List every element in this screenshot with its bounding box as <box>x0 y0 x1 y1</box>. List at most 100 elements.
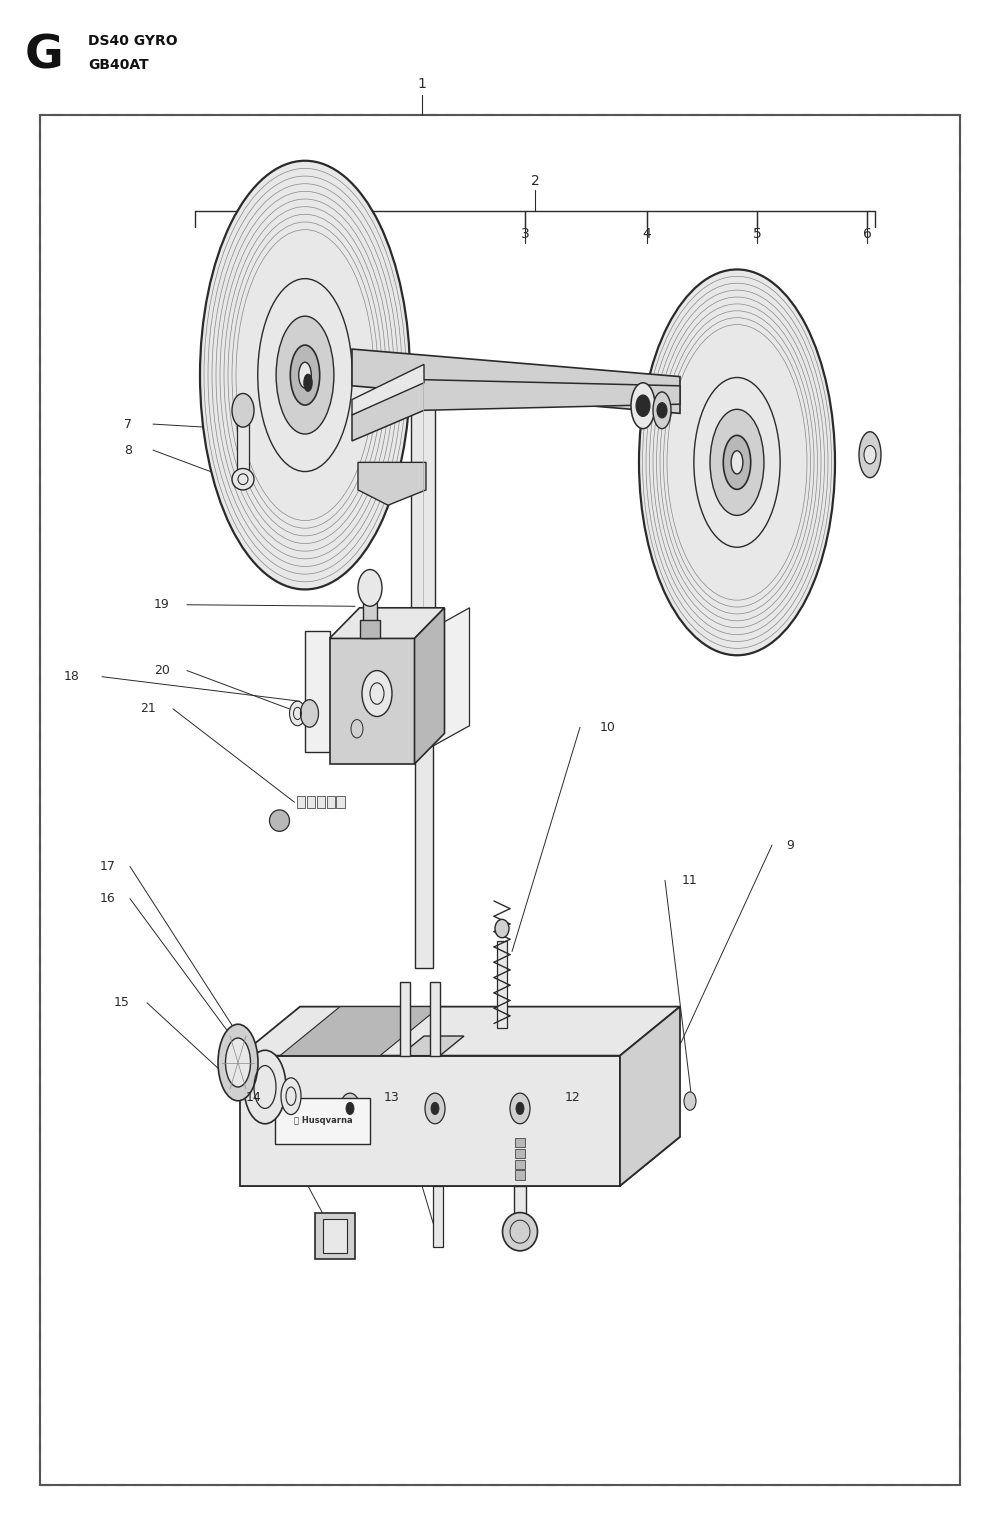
Polygon shape <box>352 349 680 413</box>
Polygon shape <box>336 796 344 808</box>
Polygon shape <box>363 599 377 638</box>
Polygon shape <box>515 1139 525 1148</box>
Circle shape <box>431 1102 439 1115</box>
Ellipse shape <box>281 1078 301 1115</box>
Polygon shape <box>430 983 440 1056</box>
Polygon shape <box>306 796 314 808</box>
Ellipse shape <box>653 392 671 429</box>
Polygon shape <box>330 608 444 638</box>
Ellipse shape <box>694 378 780 547</box>
Ellipse shape <box>495 919 509 937</box>
Ellipse shape <box>731 450 743 475</box>
Polygon shape <box>515 1148 525 1157</box>
Text: 14: 14 <box>246 1092 262 1104</box>
Text: 21: 21 <box>140 703 156 715</box>
Polygon shape <box>240 1007 680 1056</box>
Ellipse shape <box>276 315 334 435</box>
Text: 12: 12 <box>565 1092 581 1104</box>
Circle shape <box>516 1102 524 1115</box>
Polygon shape <box>415 608 470 756</box>
Ellipse shape <box>684 1092 696 1110</box>
Bar <box>275 1098 370 1144</box>
Bar <box>323 1219 347 1252</box>
Ellipse shape <box>258 279 352 472</box>
Circle shape <box>636 395 650 416</box>
Polygon shape <box>237 421 249 472</box>
Text: 10: 10 <box>600 721 616 733</box>
Text: G: G <box>25 34 64 78</box>
Polygon shape <box>352 364 424 415</box>
Polygon shape <box>411 380 435 646</box>
Text: 13: 13 <box>384 1092 400 1104</box>
Text: 17: 17 <box>100 860 116 873</box>
Ellipse shape <box>362 671 392 717</box>
Polygon shape <box>296 796 304 808</box>
Polygon shape <box>304 631 330 752</box>
Ellipse shape <box>631 383 655 429</box>
Circle shape <box>358 570 382 606</box>
Polygon shape <box>358 462 426 505</box>
Polygon shape <box>352 380 680 441</box>
Text: 8: 8 <box>124 444 132 456</box>
Text: 11: 11 <box>682 874 698 886</box>
Polygon shape <box>620 1007 680 1185</box>
Text: GB40AT: GB40AT <box>88 58 149 72</box>
Text: 19: 19 <box>154 599 170 611</box>
Ellipse shape <box>710 409 764 516</box>
Bar <box>40 115 960 1485</box>
Polygon shape <box>515 1160 525 1170</box>
Ellipse shape <box>226 1038 250 1087</box>
Polygon shape <box>280 1007 440 1056</box>
Ellipse shape <box>723 435 751 490</box>
Polygon shape <box>497 940 507 1029</box>
Ellipse shape <box>299 363 311 387</box>
Polygon shape <box>326 796 334 808</box>
Bar <box>40 115 960 1485</box>
Ellipse shape <box>290 344 320 406</box>
Text: 3: 3 <box>521 227 529 242</box>
Polygon shape <box>400 983 410 1056</box>
Text: ⓗ Husqvarna: ⓗ Husqvarna <box>294 1116 352 1125</box>
Text: 18: 18 <box>64 671 80 683</box>
Ellipse shape <box>244 1050 286 1124</box>
Text: 7: 7 <box>124 418 132 430</box>
Circle shape <box>864 446 876 464</box>
Circle shape <box>346 1102 354 1115</box>
Circle shape <box>510 1093 530 1124</box>
Ellipse shape <box>639 269 835 655</box>
Bar <box>315 1213 355 1258</box>
Polygon shape <box>330 638 415 764</box>
Circle shape <box>232 393 254 427</box>
Text: 15: 15 <box>114 997 130 1009</box>
Polygon shape <box>240 1056 620 1185</box>
Text: 20: 20 <box>154 664 170 677</box>
Ellipse shape <box>200 161 410 589</box>
Ellipse shape <box>304 374 312 392</box>
Ellipse shape <box>503 1213 538 1251</box>
Text: 2: 2 <box>531 173 539 188</box>
Polygon shape <box>515 1170 525 1179</box>
Ellipse shape <box>859 432 881 478</box>
Text: 4: 4 <box>643 227 651 242</box>
Text: 9: 9 <box>786 839 794 851</box>
Text: 5: 5 <box>753 227 761 242</box>
Polygon shape <box>514 1185 526 1216</box>
Circle shape <box>300 700 318 727</box>
Text: 16: 16 <box>100 893 116 905</box>
Ellipse shape <box>218 1024 258 1101</box>
Ellipse shape <box>269 810 289 831</box>
Circle shape <box>657 403 667 418</box>
Text: DS40 GYRO: DS40 GYRO <box>88 34 178 47</box>
Ellipse shape <box>290 701 306 726</box>
Polygon shape <box>433 1185 443 1246</box>
Polygon shape <box>415 646 433 968</box>
Polygon shape <box>360 620 380 638</box>
Circle shape <box>425 1093 445 1124</box>
Ellipse shape <box>232 468 254 490</box>
Polygon shape <box>415 608 444 764</box>
Text: 1: 1 <box>418 77 426 92</box>
Text: 6: 6 <box>863 227 871 242</box>
Circle shape <box>340 1093 360 1124</box>
Polygon shape <box>316 796 324 808</box>
Polygon shape <box>400 1036 464 1056</box>
